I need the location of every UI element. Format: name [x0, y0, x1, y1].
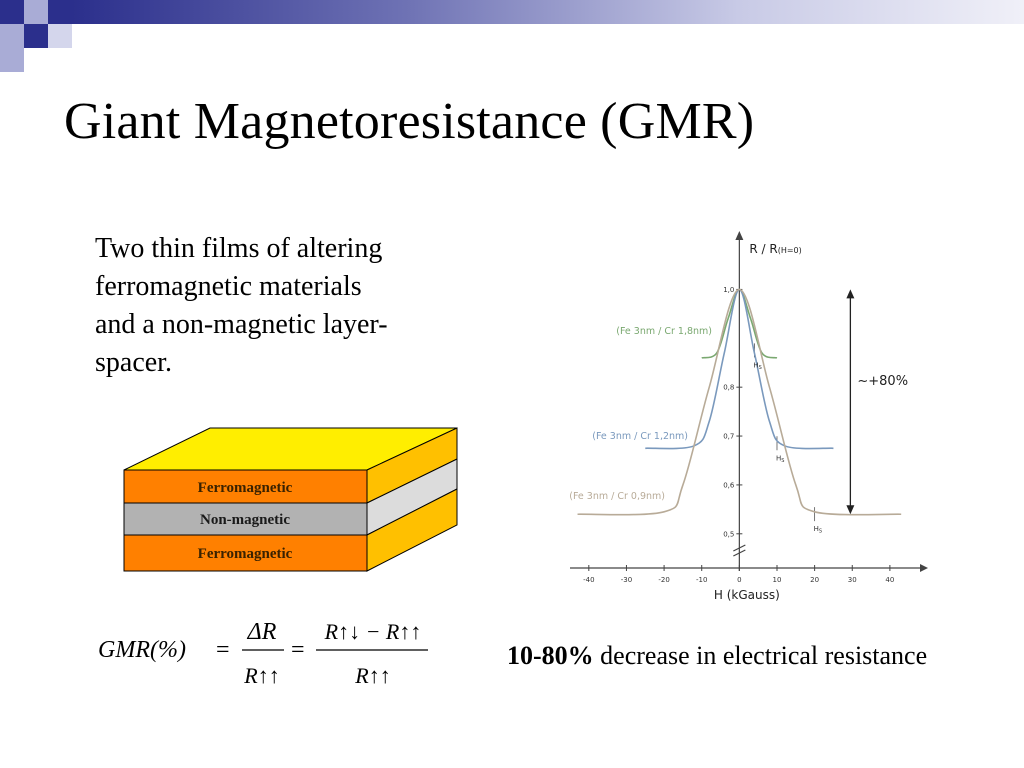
- corner-square-light-1: [24, 0, 48, 24]
- x-tick-label: -10: [696, 576, 707, 584]
- chart-labels: -40 -30 -20 -10 0 10 20 30 40 0,5 0,6 0,7 0,8 1,0 R / …: [569, 242, 908, 602]
- body-line-4: spacer.: [95, 347, 172, 378]
- formula-frac1-numerator: ΔR: [247, 619, 277, 645]
- x-tick-label: 30: [848, 576, 857, 584]
- series-label: (Fe 3nm / Cr 0,9nm): [569, 491, 665, 502]
- series-line: [577, 288, 902, 516]
- corner-square-navy-1: [0, 0, 24, 24]
- y-axis-label: R / R(H=0): [749, 242, 801, 256]
- body-line-3: and a non-magnetic layer-: [95, 309, 388, 340]
- hs-label: HS: [776, 454, 784, 464]
- chart-axes: [570, 231, 928, 572]
- x-tick-label: 40: [885, 576, 894, 584]
- layer-top-ferromagnetic: [123, 469, 368, 504]
- corner-square-light-4: [48, 24, 72, 48]
- x-tick-label: -30: [621, 576, 632, 584]
- x-tick-label: 0: [737, 576, 741, 584]
- gmr-caption: 10-80% decrease in electrical resistance: [507, 641, 927, 671]
- corner-square-navy-2: [48, 0, 72, 24]
- hs-label-main: H: [753, 361, 758, 369]
- layer-label-middle: Non-magnetic: [200, 512, 290, 528]
- y-tick-label: 0,5: [723, 530, 734, 538]
- layer-bottom-ferromagnetic: [123, 534, 368, 572]
- series-label: (Fe 3nm / Cr 1,8nm): [616, 326, 712, 337]
- gmr-formula: GMR(%) = ΔR R↑↑ = R↑↓ − R↑↑ R↑↑: [98, 619, 428, 688]
- y-axis-arrowhead: [735, 231, 744, 240]
- y-axis-label-sub: (H=0): [778, 246, 802, 255]
- hs-label-sub: S: [781, 458, 784, 464]
- hs-label-sub: S: [819, 529, 822, 535]
- body-line-2: ferromagnetic materials: [95, 271, 362, 302]
- range-arrow-head-bottom: [846, 505, 855, 515]
- y-axis-break-mark-1: [733, 544, 746, 552]
- x-axis-arrowhead: [920, 564, 928, 572]
- body-line-1: Two thin films of altering: [95, 233, 383, 264]
- y-tick-label: 0,6: [723, 481, 735, 489]
- caption-percentage: 10-80%: [507, 641, 594, 670]
- hs-label: HS: [814, 525, 822, 535]
- corner-square-light-2: [0, 24, 24, 48]
- caption-text: decrease in electrical resistance: [593, 641, 928, 670]
- formula-frac2-denominator: R↑↑: [354, 663, 390, 688]
- hs-label-main: H: [776, 454, 781, 462]
- x-tick-label: 20: [810, 576, 819, 584]
- y-tick-label: 0,8: [723, 384, 734, 392]
- formula-frac1-denominator: R↑↑: [243, 663, 279, 688]
- x-axis-label: H (kGauss): [714, 588, 780, 602]
- hs-label-main: H: [814, 525, 819, 533]
- y-tick-label: 0,7: [723, 433, 734, 441]
- range-arrow-head-top: [846, 289, 855, 299]
- x-tick-label: -20: [658, 576, 669, 584]
- hs-label: HS: [753, 361, 761, 371]
- y-axis-break-mark-2: [733, 549, 746, 557]
- slide-body-text: Two thin films of altering ferromagnetic…: [95, 230, 455, 382]
- series-label: (Fe 3nm / Cr 1,2nm): [592, 431, 688, 442]
- formula-equals-2: =: [291, 637, 305, 663]
- layer-label-bottom: Ferromagnetic: [198, 546, 293, 562]
- formula-frac2-numerator: R↑↓ − R↑↑: [324, 619, 422, 644]
- x-tick-label: 10: [773, 576, 782, 584]
- formula-lhs: GMR(%): [98, 637, 186, 663]
- layer-label-top: Ferromagnetic: [198, 480, 293, 496]
- layer-nonmagnetic: [123, 502, 368, 536]
- corner-square-light-3: [0, 48, 24, 72]
- corner-square-navy-3: [24, 24, 48, 48]
- range-arrow-label: ~+80%: [857, 374, 908, 389]
- formula-equals-1: =: [216, 637, 230, 663]
- slide-title: Giant Magnetoresistance (GMR): [64, 93, 755, 150]
- y-axis-label-main: R / R: [749, 242, 777, 256]
- top-gradient-bar: [72, 0, 1024, 24]
- chart-series: [577, 288, 902, 516]
- layer-stack-diagram: Ferromagnetic Non-magnetic Ferromagnetic: [123, 427, 458, 572]
- x-tick-label: -40: [583, 576, 594, 584]
- gmr-chart: -40 -30 -20 -10 0 10 20 30 40 0,5 0,6 0,7 0,8 1,0 R / …: [569, 231, 928, 602]
- y-tick-label: 1,0: [723, 286, 734, 294]
- hs-label-sub: S: [759, 365, 762, 371]
